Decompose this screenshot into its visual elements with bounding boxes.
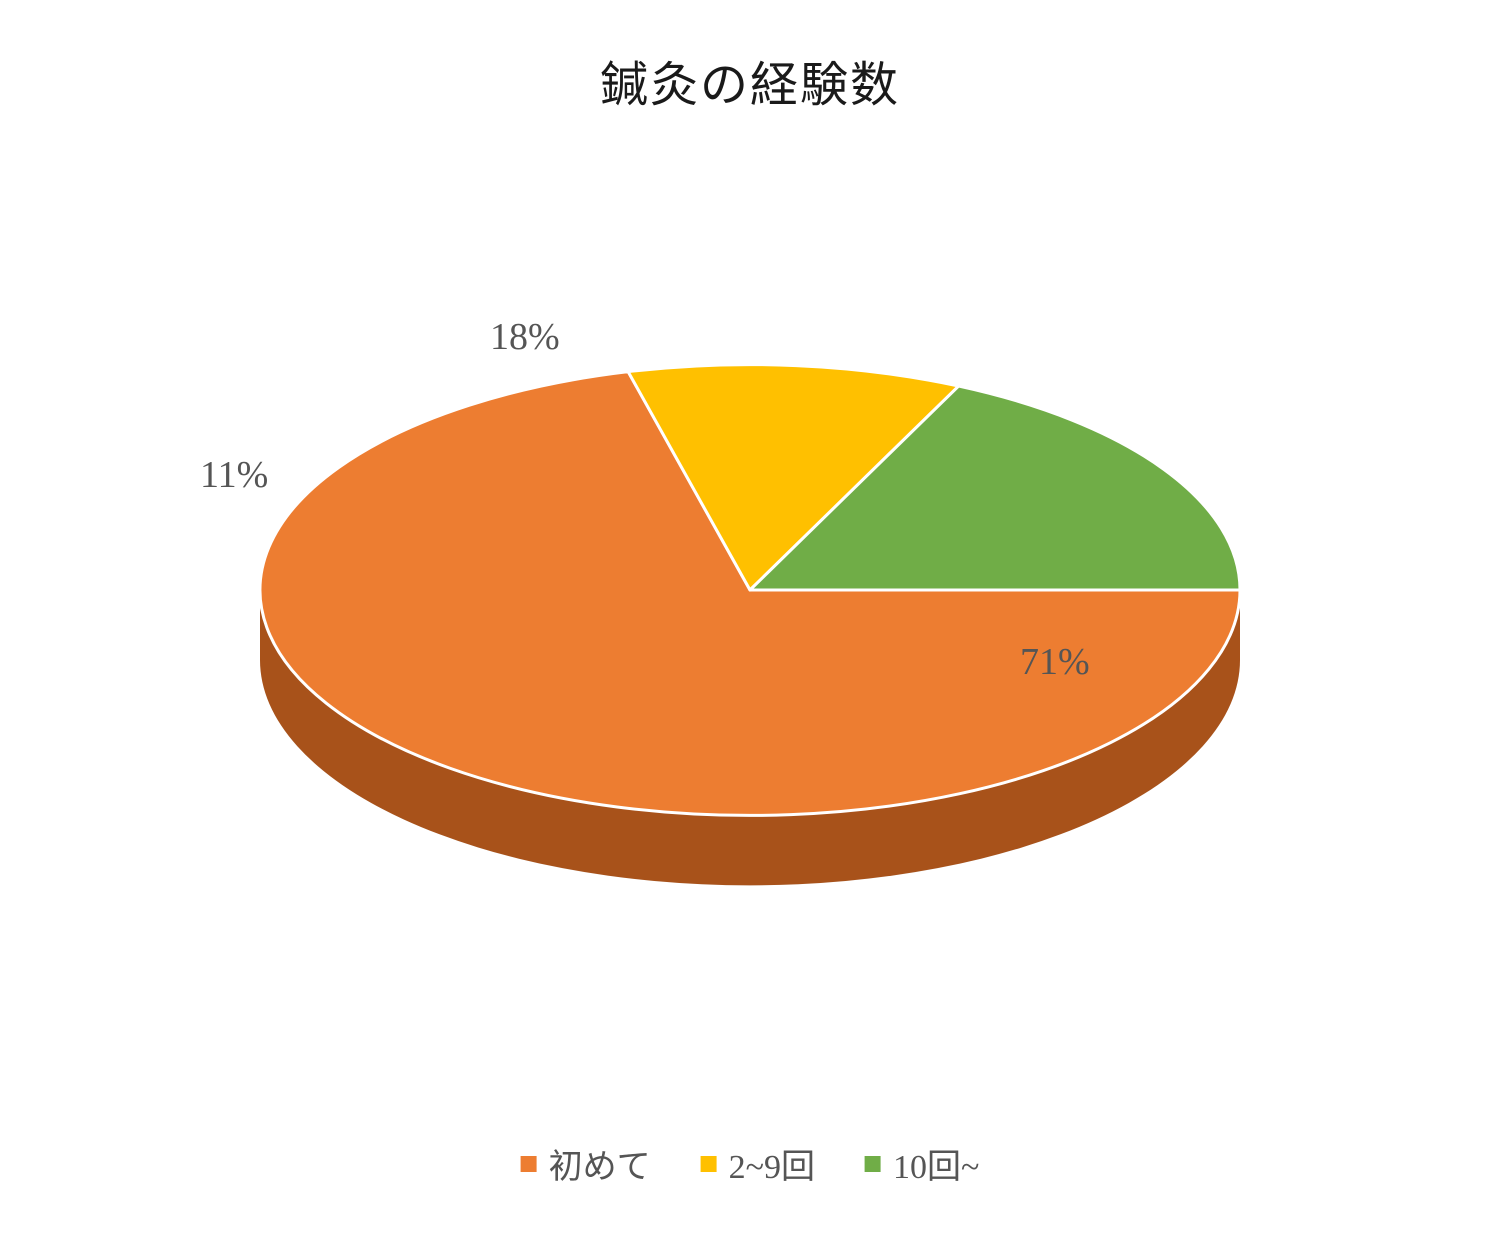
chart-legend: 初めて 2~9回 10回~ <box>521 1139 980 1188</box>
legend-label: 2~9回 <box>729 1139 815 1188</box>
legend-item-0: 初めて <box>521 1139 651 1188</box>
legend-marker-icon <box>865 1156 881 1172</box>
chart-title: 鍼灸の経験数 <box>0 45 1500 115</box>
legend-marker-icon <box>701 1156 717 1172</box>
legend-item-2: 10回~ <box>865 1139 979 1188</box>
slice-label-1: 11% <box>200 453 268 497</box>
slice-label-0: 71% <box>1020 640 1090 684</box>
legend-item-1: 2~9回 <box>701 1139 815 1188</box>
legend-label: 初めて <box>549 1139 651 1188</box>
pie-chart <box>150 220 1350 1020</box>
slice-label-2: 18% <box>490 315 560 359</box>
legend-marker-icon <box>521 1156 537 1172</box>
legend-label: 10回~ <box>893 1139 979 1188</box>
